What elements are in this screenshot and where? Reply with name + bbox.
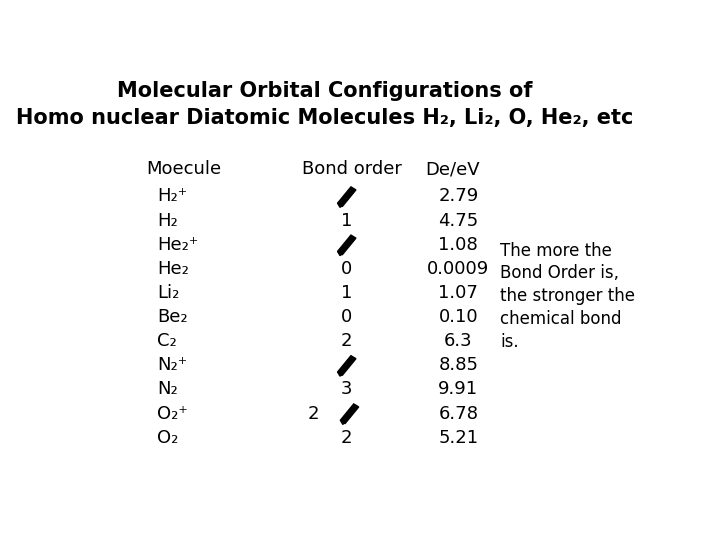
Text: Li₂: Li₂ bbox=[157, 284, 179, 302]
Text: 3: 3 bbox=[341, 380, 352, 399]
Text: N₂⁺: N₂⁺ bbox=[157, 356, 187, 374]
Text: 0: 0 bbox=[341, 260, 352, 278]
Text: 6.78: 6.78 bbox=[438, 404, 478, 422]
Text: Bond Order is,: Bond Order is, bbox=[500, 265, 619, 282]
Text: 9.91: 9.91 bbox=[438, 380, 478, 399]
Polygon shape bbox=[338, 235, 356, 254]
Text: Moecule: Moecule bbox=[145, 160, 221, 178]
Text: the stronger the: the stronger the bbox=[500, 287, 635, 305]
Text: Molecular Orbital Configurations of: Molecular Orbital Configurations of bbox=[117, 82, 532, 102]
Text: 1: 1 bbox=[341, 284, 352, 302]
Text: 1: 1 bbox=[341, 212, 352, 230]
Text: H₂⁺: H₂⁺ bbox=[157, 187, 187, 205]
Text: Homo nuclear Diatomic Molecules H₂, Li₂, O, He₂, etc: Homo nuclear Diatomic Molecules H₂, Li₂,… bbox=[16, 109, 633, 129]
Polygon shape bbox=[341, 421, 345, 424]
Text: is.: is. bbox=[500, 333, 518, 351]
Polygon shape bbox=[341, 404, 359, 423]
Text: Be₂: Be₂ bbox=[157, 308, 188, 326]
Text: chemical bond: chemical bond bbox=[500, 310, 621, 328]
Text: Bond order: Bond order bbox=[302, 160, 402, 178]
Text: 0.10: 0.10 bbox=[438, 308, 478, 326]
Text: H₂: H₂ bbox=[157, 212, 178, 230]
Text: He₂⁺: He₂⁺ bbox=[157, 235, 198, 254]
Text: The more the: The more the bbox=[500, 241, 612, 260]
Text: 1.07: 1.07 bbox=[438, 284, 478, 302]
Text: 6.3: 6.3 bbox=[444, 332, 472, 350]
Text: 2: 2 bbox=[307, 404, 319, 422]
Text: N₂: N₂ bbox=[157, 380, 178, 399]
Text: C₂: C₂ bbox=[157, 332, 176, 350]
Text: O₂⁺: O₂⁺ bbox=[157, 404, 188, 422]
Text: 2: 2 bbox=[341, 429, 352, 447]
Text: 0: 0 bbox=[341, 308, 352, 326]
Text: 8.85: 8.85 bbox=[438, 356, 478, 374]
Text: 2.79: 2.79 bbox=[438, 187, 478, 205]
Polygon shape bbox=[338, 204, 342, 207]
Text: De/eV: De/eV bbox=[425, 160, 480, 178]
Text: 1.08: 1.08 bbox=[438, 235, 478, 254]
Polygon shape bbox=[338, 356, 356, 375]
Polygon shape bbox=[338, 252, 342, 255]
Polygon shape bbox=[338, 373, 342, 376]
Text: He₂: He₂ bbox=[157, 260, 189, 278]
Text: O₂: O₂ bbox=[157, 429, 179, 447]
Text: 2: 2 bbox=[341, 332, 352, 350]
Text: 5.21: 5.21 bbox=[438, 429, 478, 447]
Text: 0.0009: 0.0009 bbox=[427, 260, 490, 278]
Text: 4.75: 4.75 bbox=[438, 212, 478, 230]
Polygon shape bbox=[338, 187, 356, 206]
